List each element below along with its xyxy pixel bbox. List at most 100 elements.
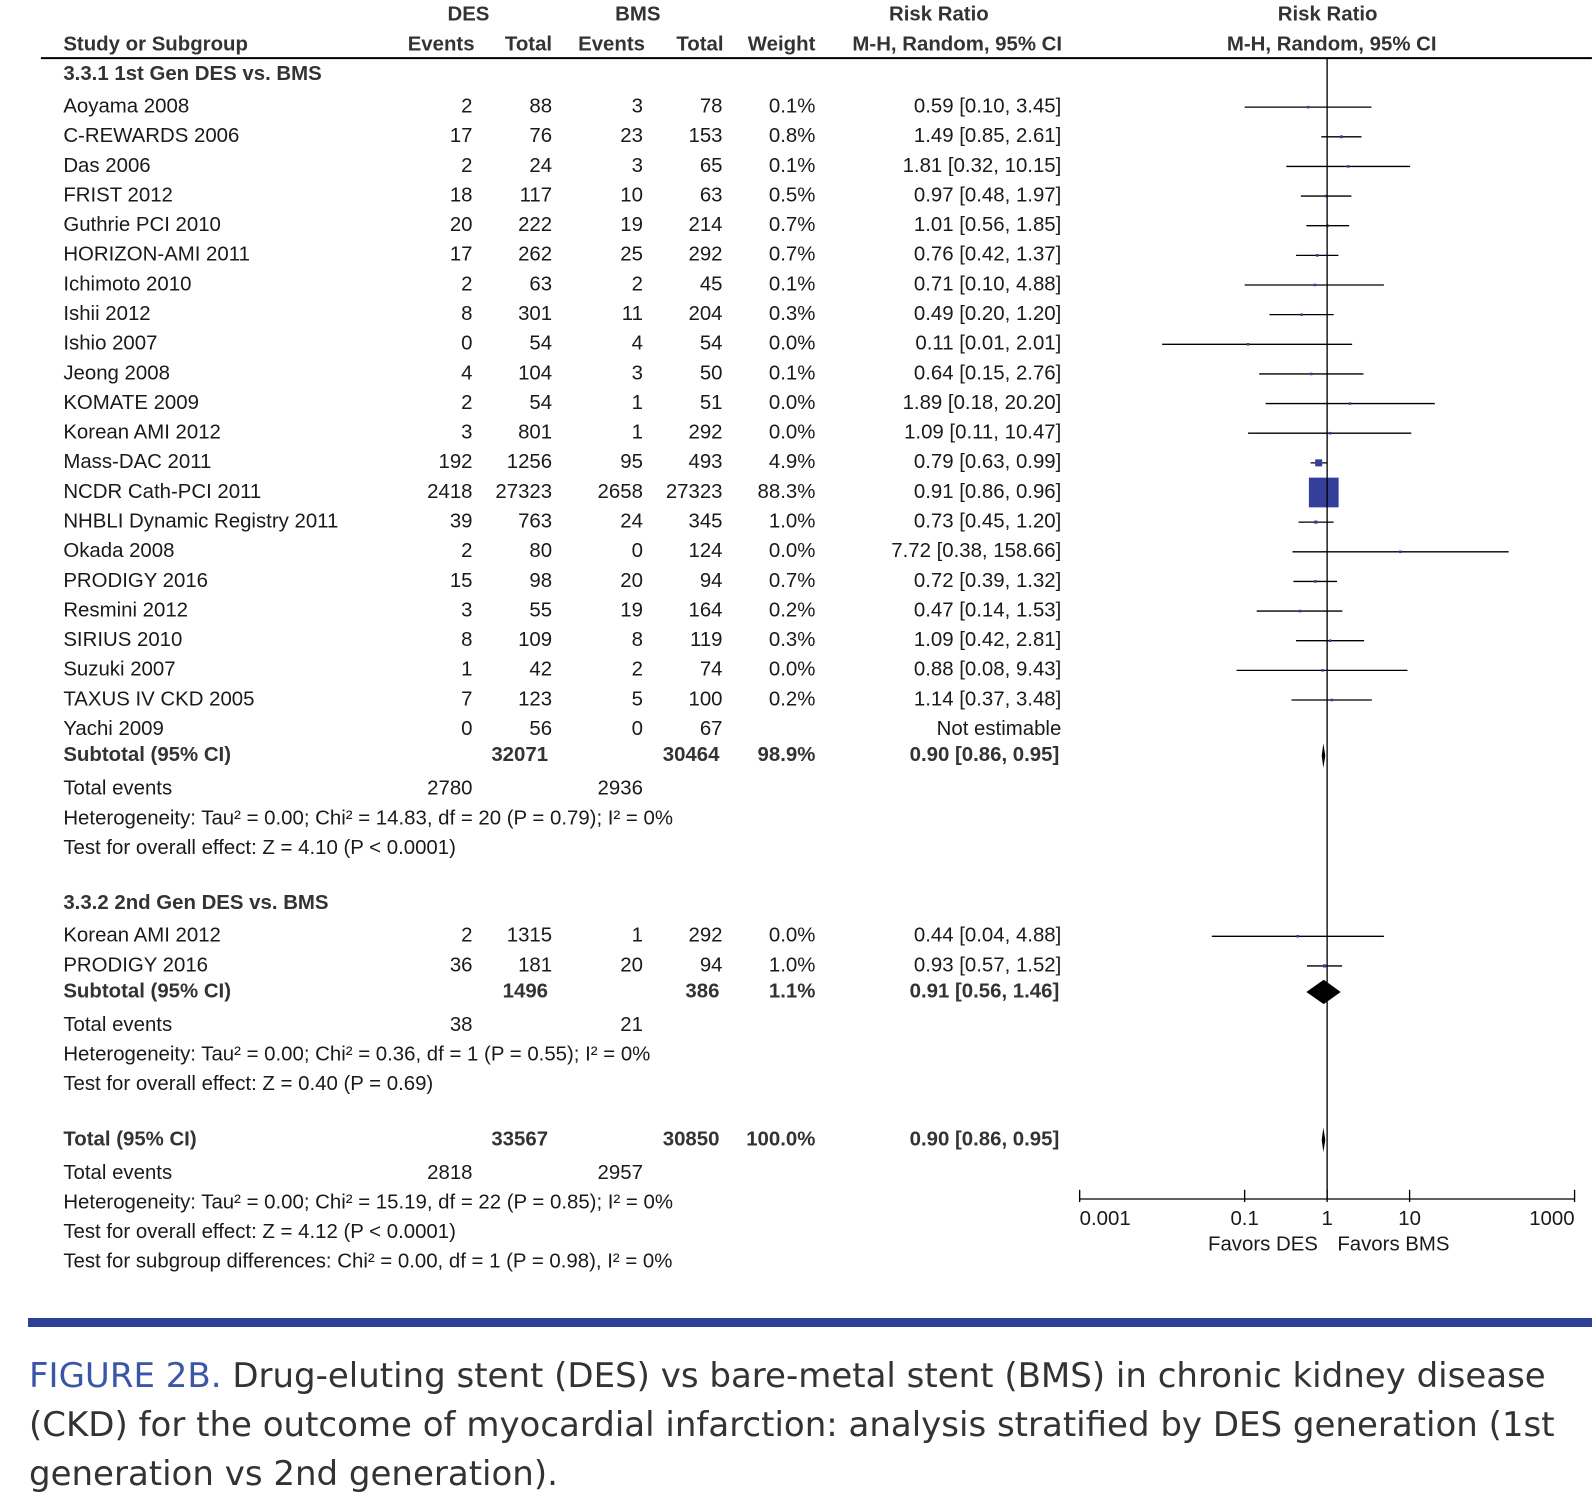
des-total: 27323 bbox=[495, 481, 552, 503]
risk-ratio: 1.01 [0.56, 1.85] bbox=[914, 214, 1061, 236]
des-events: 8 bbox=[461, 303, 472, 325]
study-name: Ishio 2007 bbox=[63, 333, 157, 355]
bms-events: 0 bbox=[632, 718, 643, 740]
bms-total: 386 bbox=[685, 980, 719, 1002]
forest-plot: DES BMS Risk Ratio Risk Ratio Study or S… bbox=[40, 4, 1592, 1273]
bms-events: 23 bbox=[620, 125, 643, 147]
total-events-label: Total events bbox=[63, 1014, 172, 1036]
des-total: 55 bbox=[529, 599, 552, 621]
effect-square bbox=[1298, 609, 1302, 613]
study-name: C-REWARDS 2006 bbox=[63, 125, 239, 147]
effect-square bbox=[1399, 550, 1402, 554]
bms-events: 20 bbox=[620, 954, 643, 976]
bms-total: 94 bbox=[700, 954, 723, 976]
risk-ratio: 1.89 [0.18, 20.20] bbox=[903, 392, 1062, 414]
des-total: 88 bbox=[529, 96, 552, 118]
bms-total: 292 bbox=[688, 925, 722, 947]
effect-square bbox=[1308, 477, 1339, 508]
des-events: 2 bbox=[461, 155, 472, 177]
total-events-bms: 2936 bbox=[598, 778, 643, 800]
header: Total bbox=[676, 33, 723, 55]
weight: 1.0% bbox=[769, 954, 815, 976]
effect-square bbox=[1330, 698, 1334, 702]
des-total: 42 bbox=[529, 659, 552, 681]
des-events: 2 bbox=[461, 273, 472, 295]
des-events: 0 bbox=[461, 333, 472, 355]
bms-events: 0 bbox=[632, 540, 643, 562]
study-name: Suzuki 2007 bbox=[63, 659, 175, 681]
des-total: 63 bbox=[529, 273, 552, 295]
des-events: 36 bbox=[450, 954, 473, 976]
divider bbox=[28, 1318, 1592, 1327]
des-total: 301 bbox=[518, 303, 552, 325]
study-name: Ishii 2012 bbox=[63, 303, 150, 325]
risk-ratio: 0.49 [0.20, 1.20] bbox=[914, 303, 1061, 325]
bms-events: 24 bbox=[620, 511, 643, 533]
des-total: 98 bbox=[529, 570, 552, 592]
weight: 0.7% bbox=[769, 214, 815, 236]
header: Risk Ratio bbox=[1278, 4, 1378, 26]
bms-total: 50 bbox=[700, 362, 723, 384]
effect-square bbox=[1306, 105, 1310, 109]
bms-events: 2 bbox=[632, 273, 643, 295]
total-events-label: Total events bbox=[63, 1162, 172, 1184]
bms-events: 3 bbox=[632, 155, 643, 177]
des-total: 80 bbox=[529, 540, 552, 562]
bms-events: 8 bbox=[632, 629, 643, 651]
des-events: 2418 bbox=[427, 481, 472, 503]
bms-events: 3 bbox=[632, 96, 643, 118]
des-events: 2 bbox=[461, 96, 472, 118]
study-name: Mass-DAC 2011 bbox=[63, 451, 211, 473]
header: M-H, Random, 95% CI bbox=[852, 33, 1062, 55]
des-events: 2 bbox=[461, 540, 472, 562]
bms-events: 19 bbox=[620, 599, 643, 621]
des-events: 15 bbox=[450, 570, 473, 592]
des-events: 2 bbox=[461, 925, 472, 947]
weight: 0.1% bbox=[769, 273, 815, 295]
bms-total: 94 bbox=[700, 570, 723, 592]
note: Test for overall effect: Z = 4.12 (P < 0… bbox=[63, 1221, 456, 1243]
weight: 0.3% bbox=[769, 629, 815, 651]
des-events: 39 bbox=[450, 511, 473, 533]
weight: 0.3% bbox=[769, 303, 815, 325]
effect-square bbox=[1314, 580, 1317, 583]
des-total: 222 bbox=[518, 214, 552, 236]
bms-total: 204 bbox=[688, 303, 722, 325]
des-total: 54 bbox=[529, 333, 552, 355]
des-total: 33567 bbox=[491, 1128, 548, 1150]
study-name: NHBLI Dynamic Registry 2011 bbox=[63, 511, 338, 533]
risk-ratio: 0.11 [0.01, 2.01] bbox=[915, 333, 1061, 355]
des-total: 76 bbox=[529, 125, 552, 147]
effect-square bbox=[1246, 343, 1250, 346]
summary-diamond bbox=[1321, 1127, 1326, 1153]
risk-ratio: 0.91 [0.56, 1.46] bbox=[910, 980, 1060, 1002]
x-tick-label: 1000 bbox=[1529, 1208, 1574, 1230]
header: Total bbox=[505, 33, 552, 55]
bms-events: 1 bbox=[632, 925, 643, 947]
weight: 0.5% bbox=[769, 184, 815, 206]
weight: 0.2% bbox=[769, 599, 815, 621]
bms-total: 63 bbox=[700, 184, 723, 206]
risk-ratio: 0.76 [0.42, 1.37] bbox=[914, 244, 1061, 266]
note: Test for overall effect: Z = 4.10 (P < 0… bbox=[63, 837, 456, 859]
bms-events: 4 bbox=[632, 333, 643, 355]
weight: 1.1% bbox=[769, 980, 815, 1002]
study-name: KOMATE 2009 bbox=[63, 392, 199, 414]
subtotal-label: Subtotal (95% CI) bbox=[63, 980, 231, 1002]
caption-text: Drug-eluting stent (DES) vs bare-metal s… bbox=[29, 1356, 1555, 1494]
group-title: 3.3.2 2nd Gen DES vs. BMS bbox=[63, 892, 328, 914]
study-name: Yachi 2009 bbox=[63, 718, 164, 740]
bms-total: 27323 bbox=[666, 481, 723, 503]
risk-ratio: 1.14 [0.37, 3.48] bbox=[914, 688, 1061, 710]
des-events: 0 bbox=[461, 718, 472, 740]
subtotal-label: Subtotal (95% CI) bbox=[63, 744, 231, 766]
bms-events: 2 bbox=[632, 659, 643, 681]
bms-total: 292 bbox=[688, 244, 722, 266]
bms-total: 153 bbox=[688, 125, 722, 147]
header: Study or Subgroup bbox=[63, 33, 248, 55]
weight: 0.2% bbox=[769, 688, 815, 710]
risk-ratio: 0.72 [0.39, 1.32] bbox=[914, 570, 1061, 592]
weight: 0.0% bbox=[769, 392, 815, 414]
note: Heterogeneity: Tau² = 0.00; Chi² = 15.19… bbox=[63, 1192, 673, 1214]
des-total: 109 bbox=[518, 629, 552, 651]
